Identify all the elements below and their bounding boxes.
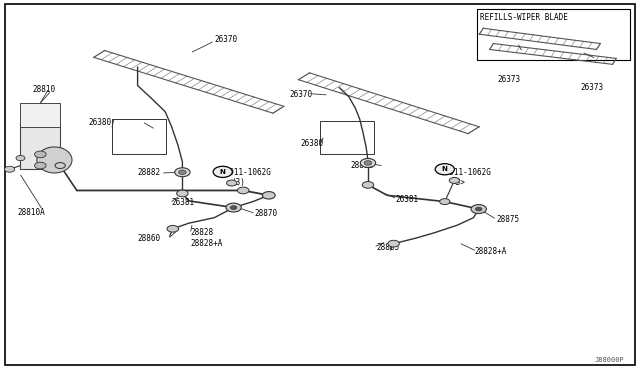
Circle shape <box>471 205 486 214</box>
Circle shape <box>237 187 249 194</box>
Text: <3>: <3> <box>452 178 466 187</box>
Text: 28860: 28860 <box>138 234 161 243</box>
Text: 26370: 26370 <box>214 35 237 44</box>
Circle shape <box>35 151 46 158</box>
Text: 08911-1062G: 08911-1062G <box>440 169 491 177</box>
Text: 08911-1062G: 08911-1062G <box>221 169 271 177</box>
Text: N: N <box>442 166 448 172</box>
Text: 28865: 28865 <box>376 243 399 252</box>
Text: 28810A: 28810A <box>17 208 45 217</box>
Text: 28828+A: 28828+A <box>191 239 223 248</box>
Circle shape <box>226 203 241 212</box>
Text: 26380: 26380 <box>300 139 323 148</box>
Circle shape <box>167 225 179 232</box>
Circle shape <box>435 164 454 175</box>
Bar <box>20 103 60 127</box>
Text: 28875: 28875 <box>496 215 519 224</box>
Circle shape <box>449 177 460 183</box>
Ellipse shape <box>37 147 72 173</box>
Text: REFILLS-WIPER BLADE: REFILLS-WIPER BLADE <box>480 13 568 22</box>
Circle shape <box>230 206 237 209</box>
Bar <box>320 121 374 154</box>
Circle shape <box>177 190 188 197</box>
Circle shape <box>440 199 450 205</box>
Text: 26370: 26370 <box>289 90 312 99</box>
Text: 28882: 28882 <box>351 161 374 170</box>
Text: 26380: 26380 <box>89 118 112 127</box>
Circle shape <box>16 155 25 161</box>
Circle shape <box>227 180 237 186</box>
Circle shape <box>4 166 15 172</box>
Circle shape <box>35 162 46 169</box>
Circle shape <box>388 240 399 247</box>
Circle shape <box>364 161 372 165</box>
Circle shape <box>179 170 186 174</box>
Circle shape <box>55 163 65 169</box>
Circle shape <box>362 182 374 188</box>
Text: 26373: 26373 <box>497 76 520 84</box>
Text: 26381: 26381 <box>172 198 195 207</box>
Circle shape <box>213 166 232 177</box>
Text: 28870: 28870 <box>255 209 278 218</box>
FancyBboxPatch shape <box>20 123 60 169</box>
Text: 28828: 28828 <box>191 228 214 237</box>
Circle shape <box>262 192 275 199</box>
Text: 26381: 26381 <box>396 195 419 203</box>
Bar <box>112 119 166 154</box>
Text: 26373: 26373 <box>580 83 604 92</box>
Circle shape <box>360 158 376 167</box>
Text: 28882: 28882 <box>138 169 161 177</box>
Circle shape <box>476 207 482 211</box>
Text: (3): (3) <box>232 178 246 187</box>
Circle shape <box>175 168 190 177</box>
Bar <box>477 9 630 60</box>
Text: J88000P: J88000P <box>595 357 624 363</box>
Text: N: N <box>220 169 226 175</box>
Text: 28828+A: 28828+A <box>475 247 508 256</box>
Text: 28810: 28810 <box>32 85 55 94</box>
